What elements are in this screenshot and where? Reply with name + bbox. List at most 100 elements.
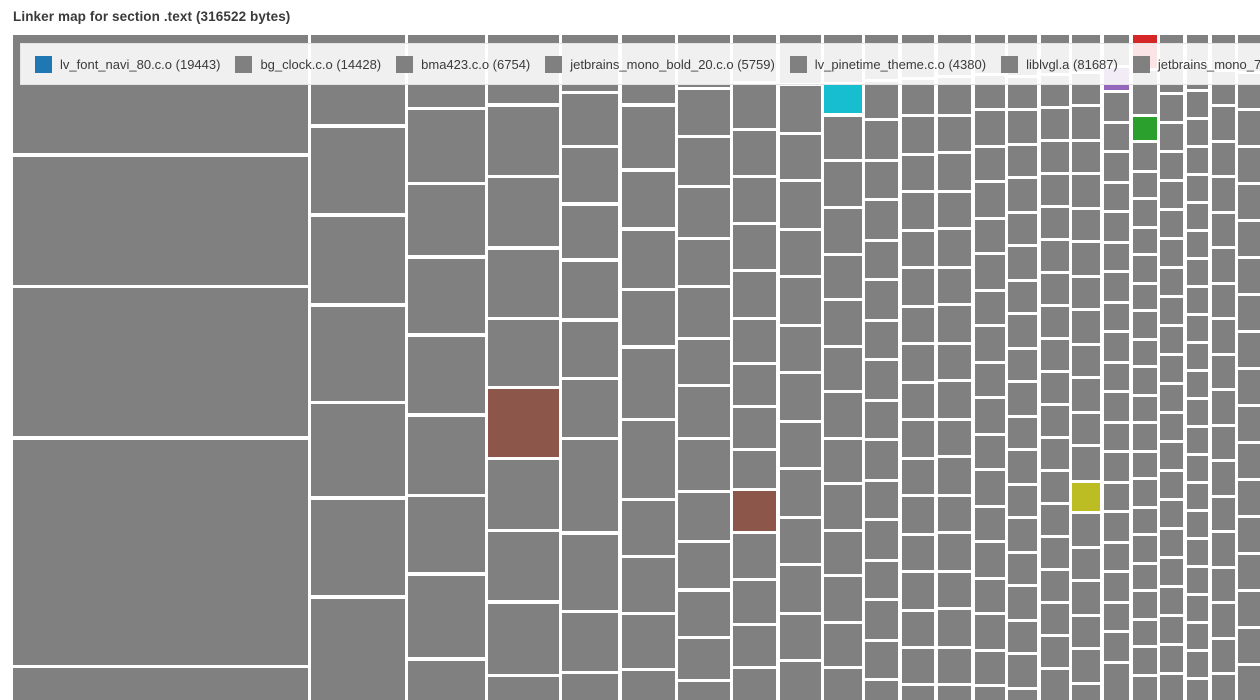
treemap-cell[interactable] [1212, 533, 1235, 566]
treemap-cell[interactable] [1133, 592, 1157, 618]
treemap-cell[interactable] [622, 421, 675, 498]
treemap-cell[interactable] [1187, 680, 1208, 700]
treemap-cell[interactable] [1187, 400, 1208, 425]
treemap-cell[interactable] [678, 188, 730, 237]
treemap-cell[interactable] [1187, 232, 1208, 257]
treemap-cell[interactable] [824, 440, 862, 482]
treemap-cell[interactable] [975, 148, 1005, 180]
treemap-cell[interactable] [1104, 184, 1129, 210]
treemap-cell[interactable] [733, 225, 776, 269]
treemap-cell[interactable] [562, 94, 618, 145]
treemap-cell[interactable] [13, 288, 308, 436]
treemap-cell[interactable] [733, 581, 776, 623]
treemap-cell[interactable] [975, 111, 1005, 145]
treemap-cell[interactable] [865, 322, 898, 358]
treemap-cell[interactable] [975, 471, 1005, 505]
treemap-cell[interactable] [780, 231, 821, 275]
treemap-cell[interactable] [733, 178, 776, 222]
treemap-cell[interactable] [678, 592, 730, 636]
treemap-cell[interactable] [975, 292, 1005, 324]
treemap-cell[interactable] [1072, 346, 1100, 376]
treemap-cell[interactable] [1238, 592, 1260, 626]
treemap-cell[interactable] [1187, 596, 1208, 621]
treemap-cell[interactable] [824, 669, 862, 700]
treemap-cell[interactable] [1133, 256, 1157, 282]
treemap-cell[interactable] [1133, 397, 1157, 421]
treemap-cell[interactable] [1212, 143, 1235, 175]
treemap-cell[interactable] [678, 387, 730, 437]
treemap-cell[interactable] [1187, 92, 1208, 117]
treemap-cell[interactable] [678, 682, 730, 700]
treemap-cell[interactable] [1008, 350, 1037, 380]
treemap-cell[interactable] [1041, 307, 1069, 337]
treemap-cell[interactable] [1072, 175, 1100, 207]
treemap-cell[interactable] [1008, 179, 1037, 211]
treemap-cell[interactable] [488, 250, 559, 317]
treemap-cell[interactable] [1008, 451, 1037, 483]
treemap-cell[interactable] [1212, 214, 1235, 246]
treemap-cell[interactable] [13, 157, 308, 285]
treemap-cell[interactable] [1041, 637, 1069, 667]
treemap-cell[interactable] [1008, 519, 1037, 551]
treemap-cell[interactable] [1212, 356, 1235, 388]
treemap-cell[interactable] [733, 491, 776, 531]
treemap-cell[interactable] [1133, 117, 1157, 140]
treemap-cell[interactable] [902, 156, 934, 190]
treemap-cell[interactable] [678, 493, 730, 540]
treemap-cell[interactable] [824, 485, 862, 529]
treemap-cell[interactable] [938, 610, 971, 646]
treemap-cell[interactable] [824, 577, 862, 621]
treemap-cell[interactable] [1212, 320, 1235, 353]
treemap-cell[interactable] [1072, 549, 1100, 579]
treemap-cell[interactable] [902, 536, 934, 570]
treemap-cell[interactable] [1104, 484, 1129, 510]
treemap-cell[interactable] [824, 85, 862, 113]
treemap-cell[interactable] [780, 662, 821, 700]
treemap-cell[interactable] [975, 436, 1005, 468]
treemap-cell[interactable] [780, 423, 821, 467]
treemap-cell[interactable] [622, 349, 675, 418]
treemap-cell[interactable] [1104, 153, 1129, 181]
treemap-cell[interactable] [1104, 544, 1129, 570]
treemap-cell[interactable] [1212, 285, 1235, 317]
treemap-cell[interactable] [865, 482, 898, 518]
treemap-cell[interactable] [1133, 173, 1157, 197]
treemap-cell[interactable] [938, 573, 971, 607]
treemap-cell[interactable] [824, 301, 862, 345]
treemap-cell[interactable] [1072, 142, 1100, 172]
treemap-cell[interactable] [1041, 505, 1069, 535]
treemap-cell[interactable] [902, 80, 934, 114]
treemap-cell[interactable] [1238, 148, 1260, 182]
treemap-cell[interactable] [865, 281, 898, 319]
treemap-cell[interactable] [1008, 247, 1037, 279]
treemap-cell[interactable] [1212, 178, 1235, 211]
treemap-cell[interactable] [1160, 646, 1183, 672]
treemap-cell[interactable] [938, 306, 971, 342]
treemap-cell[interactable] [1212, 107, 1235, 140]
treemap-cell[interactable] [824, 393, 862, 437]
treemap-cell[interactable] [311, 500, 405, 595]
treemap-cell[interactable] [1008, 418, 1037, 448]
treemap-cell[interactable] [1072, 414, 1100, 444]
treemap-cell[interactable] [1212, 604, 1235, 637]
treemap-cell[interactable] [1133, 424, 1157, 450]
treemap-cell[interactable] [1160, 269, 1183, 295]
treemap-cell[interactable] [902, 612, 934, 646]
treemap-cell[interactable] [824, 209, 862, 253]
treemap-cell[interactable] [1160, 385, 1183, 411]
treemap-cell[interactable] [408, 417, 485, 494]
treemap-cell[interactable] [780, 566, 821, 612]
treemap-cell[interactable] [1187, 288, 1208, 313]
treemap-cell[interactable] [1212, 675, 1235, 700]
treemap-cell[interactable] [488, 178, 559, 246]
treemap-cell[interactable] [1104, 273, 1129, 301]
treemap-cell[interactable] [1160, 124, 1183, 150]
treemap-cell[interactable] [1008, 622, 1037, 652]
treemap-cell[interactable] [780, 327, 821, 371]
treemap-cell[interactable] [488, 604, 559, 674]
treemap-cell[interactable] [975, 580, 1005, 612]
treemap-cell[interactable] [1072, 107, 1100, 139]
treemap-cell[interactable] [1133, 677, 1157, 700]
treemap-cell[interactable] [1008, 282, 1037, 312]
treemap-cell[interactable] [1072, 278, 1100, 308]
